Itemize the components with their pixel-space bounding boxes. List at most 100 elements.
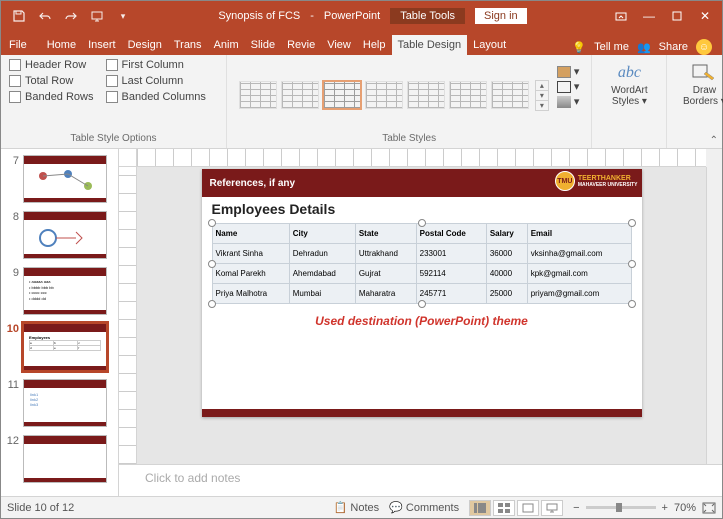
- slide-thumbnails[interactable]: 789• aaaaa aaa• bbbb bbb bb• cccc ccc• d…: [1, 149, 119, 496]
- tab-slideshow[interactable]: Slide: [245, 35, 281, 55]
- table-selection[interactable]: NameCityStatePostal CodeSalaryEmailVikra…: [212, 223, 632, 304]
- doc-title: Synopsis of FCS: [218, 10, 300, 22]
- tab-animations[interactable]: Anim: [208, 35, 245, 55]
- title-center: Synopsis of FCS - PowerPoint Table Tools…: [141, 8, 604, 24]
- draw-borders-button[interactable]: DrawBorders ▾: [675, 59, 723, 111]
- shading-button[interactable]: ▾: [557, 65, 580, 78]
- notes-placeholder: Click to add notes: [145, 471, 240, 485]
- sign-in-button[interactable]: Sign in: [475, 8, 527, 24]
- table-styles-gallery[interactable]: ▴ ▾ ▾: [235, 59, 553, 131]
- thumb-number: 9: [5, 267, 19, 279]
- style-thumb[interactable]: [407, 81, 445, 109]
- total-row-checkbox[interactable]: Total Row: [9, 75, 94, 87]
- fit-to-window-icon[interactable]: [702, 502, 716, 514]
- table-header: Salary: [486, 224, 527, 244]
- qat-more-icon[interactable]: ▾: [113, 6, 133, 26]
- reading-view-icon[interactable]: [517, 500, 539, 516]
- banded-columns-checkbox[interactable]: Banded Columns: [106, 91, 206, 103]
- slide-thumbnail[interactable]: link1link2link3: [23, 379, 107, 427]
- redo-icon[interactable]: [61, 6, 81, 26]
- slide-title: Employees Details: [202, 197, 642, 221]
- thumb-number: 11: [5, 379, 19, 391]
- thumb-number: 8: [5, 211, 19, 223]
- tab-design[interactable]: Design: [122, 35, 168, 55]
- zoom-value[interactable]: 70%: [674, 502, 696, 514]
- style-thumb[interactable]: [365, 81, 403, 109]
- slideshow-view-icon[interactable]: [541, 500, 563, 516]
- share-label[interactable]: Share: [659, 41, 688, 53]
- slide-thumbnail[interactable]: [23, 211, 107, 259]
- slide-thumbnail[interactable]: • aaaaa aaa• bbbb bbb bb• cccc ccc• dddd…: [23, 267, 107, 315]
- tab-layout[interactable]: Layout: [467, 35, 512, 55]
- view-buttons: [469, 500, 563, 516]
- slide-counter[interactable]: Slide 10 of 12: [7, 502, 334, 514]
- banded-rows-checkbox[interactable]: Banded Rows: [9, 91, 94, 103]
- slide-thumbnail[interactable]: [23, 435, 107, 483]
- slide-header: References, if any TMU TEERTHANKER MAHAV…: [202, 169, 642, 197]
- zoom-out-icon[interactable]: −: [573, 502, 579, 514]
- notes-pane[interactable]: Click to add notes: [119, 464, 722, 496]
- employees-table[interactable]: NameCityStatePostal CodeSalaryEmailVikra…: [212, 223, 632, 304]
- gallery-scroll[interactable]: ▴ ▾ ▾: [535, 80, 549, 111]
- minimize-icon[interactable]: —: [636, 6, 662, 26]
- tab-home[interactable]: Home: [41, 35, 82, 55]
- edit-area: References, if any TMU TEERTHANKER MAHAV…: [119, 149, 722, 496]
- app-name: PowerPoint: [324, 10, 380, 22]
- group-table-style-options: Header Row Total Row Banded Rows First C…: [1, 55, 227, 148]
- table-header: State: [355, 224, 416, 244]
- tellme-label[interactable]: Tell me: [594, 41, 629, 53]
- zoom-slider[interactable]: [586, 506, 656, 509]
- gallery-up-icon[interactable]: ▴: [536, 81, 548, 91]
- tab-transitions[interactable]: Trans: [168, 35, 208, 55]
- ribbon: Header Row Total Row Banded Rows First C…: [1, 55, 722, 149]
- zoom-in-icon[interactable]: +: [662, 502, 668, 514]
- start-slideshow-icon[interactable]: [87, 6, 107, 26]
- collapse-ribbon-icon[interactable]: ⌃: [710, 135, 718, 146]
- feedback-icon[interactable]: ☺: [696, 39, 712, 55]
- zoom-control[interactable]: − + 70%: [573, 502, 716, 514]
- slide-thumbnail[interactable]: [23, 155, 107, 203]
- style-thumb[interactable]: [281, 81, 319, 109]
- notes-button[interactable]: 📋 Notes: [334, 501, 380, 514]
- table-row[interactable]: Vikrant SinhaDehradunUttrakhand233001360…: [212, 244, 631, 264]
- group-wordart: abc WordArtStyles ▾: [592, 55, 667, 148]
- vertical-scrollbar[interactable]: [706, 167, 722, 464]
- first-column-checkbox[interactable]: First Column: [106, 59, 206, 71]
- tab-file[interactable]: File: [3, 35, 41, 55]
- sorter-view-icon[interactable]: [493, 500, 515, 516]
- header-row-checkbox[interactable]: Header Row: [9, 59, 94, 71]
- save-icon[interactable]: [9, 6, 29, 26]
- tab-review[interactable]: Revie: [281, 35, 321, 55]
- undo-icon[interactable]: [35, 6, 55, 26]
- style-thumb[interactable]: [449, 81, 487, 109]
- tellme-icon: 💡: [572, 41, 586, 54]
- tab-view[interactable]: View: [321, 35, 357, 55]
- close-icon[interactable]: ✕: [692, 6, 718, 26]
- gallery-down-icon[interactable]: ▾: [536, 91, 548, 101]
- share-icon: 👥: [637, 41, 651, 54]
- window-controls: — ✕: [604, 6, 722, 26]
- style-thumb-selected[interactable]: [323, 81, 361, 109]
- table-row[interactable]: Komal ParekhAhemdabadGujrat59211440000kp…: [212, 264, 631, 284]
- quick-access-toolbar: ▾: [1, 6, 141, 26]
- style-thumb[interactable]: [491, 81, 529, 109]
- ribbon-options-icon[interactable]: [608, 6, 634, 26]
- style-thumb[interactable]: [239, 81, 277, 109]
- borders-button[interactable]: ▾: [557, 80, 580, 93]
- tab-help[interactable]: Help: [357, 35, 392, 55]
- thumb-number: 10: [5, 323, 19, 335]
- gallery-more-icon[interactable]: ▾: [536, 101, 548, 110]
- group-table-styles: ▴ ▾ ▾ ▾ ▾ ▾ Table Styles: [227, 55, 593, 148]
- table-header: Name: [212, 224, 289, 244]
- last-column-checkbox[interactable]: Last Column: [106, 75, 206, 87]
- wordart-styles-button[interactable]: abc WordArtStyles ▾: [600, 59, 658, 111]
- comments-button[interactable]: 💬 Comments: [389, 501, 459, 514]
- slide-thumbnail[interactable]: Employeesabcdef: [23, 323, 107, 371]
- maximize-icon[interactable]: [664, 6, 690, 26]
- slide-canvas[interactable]: References, if any TMU TEERTHANKER MAHAV…: [137, 167, 706, 464]
- tab-insert[interactable]: Insert: [82, 35, 122, 55]
- title-bar: ▾ Synopsis of FCS - PowerPoint Table Too…: [1, 1, 722, 31]
- effects-button[interactable]: ▾: [557, 95, 580, 108]
- tab-table-design[interactable]: Table Design: [392, 35, 468, 55]
- normal-view-icon[interactable]: [469, 500, 491, 516]
